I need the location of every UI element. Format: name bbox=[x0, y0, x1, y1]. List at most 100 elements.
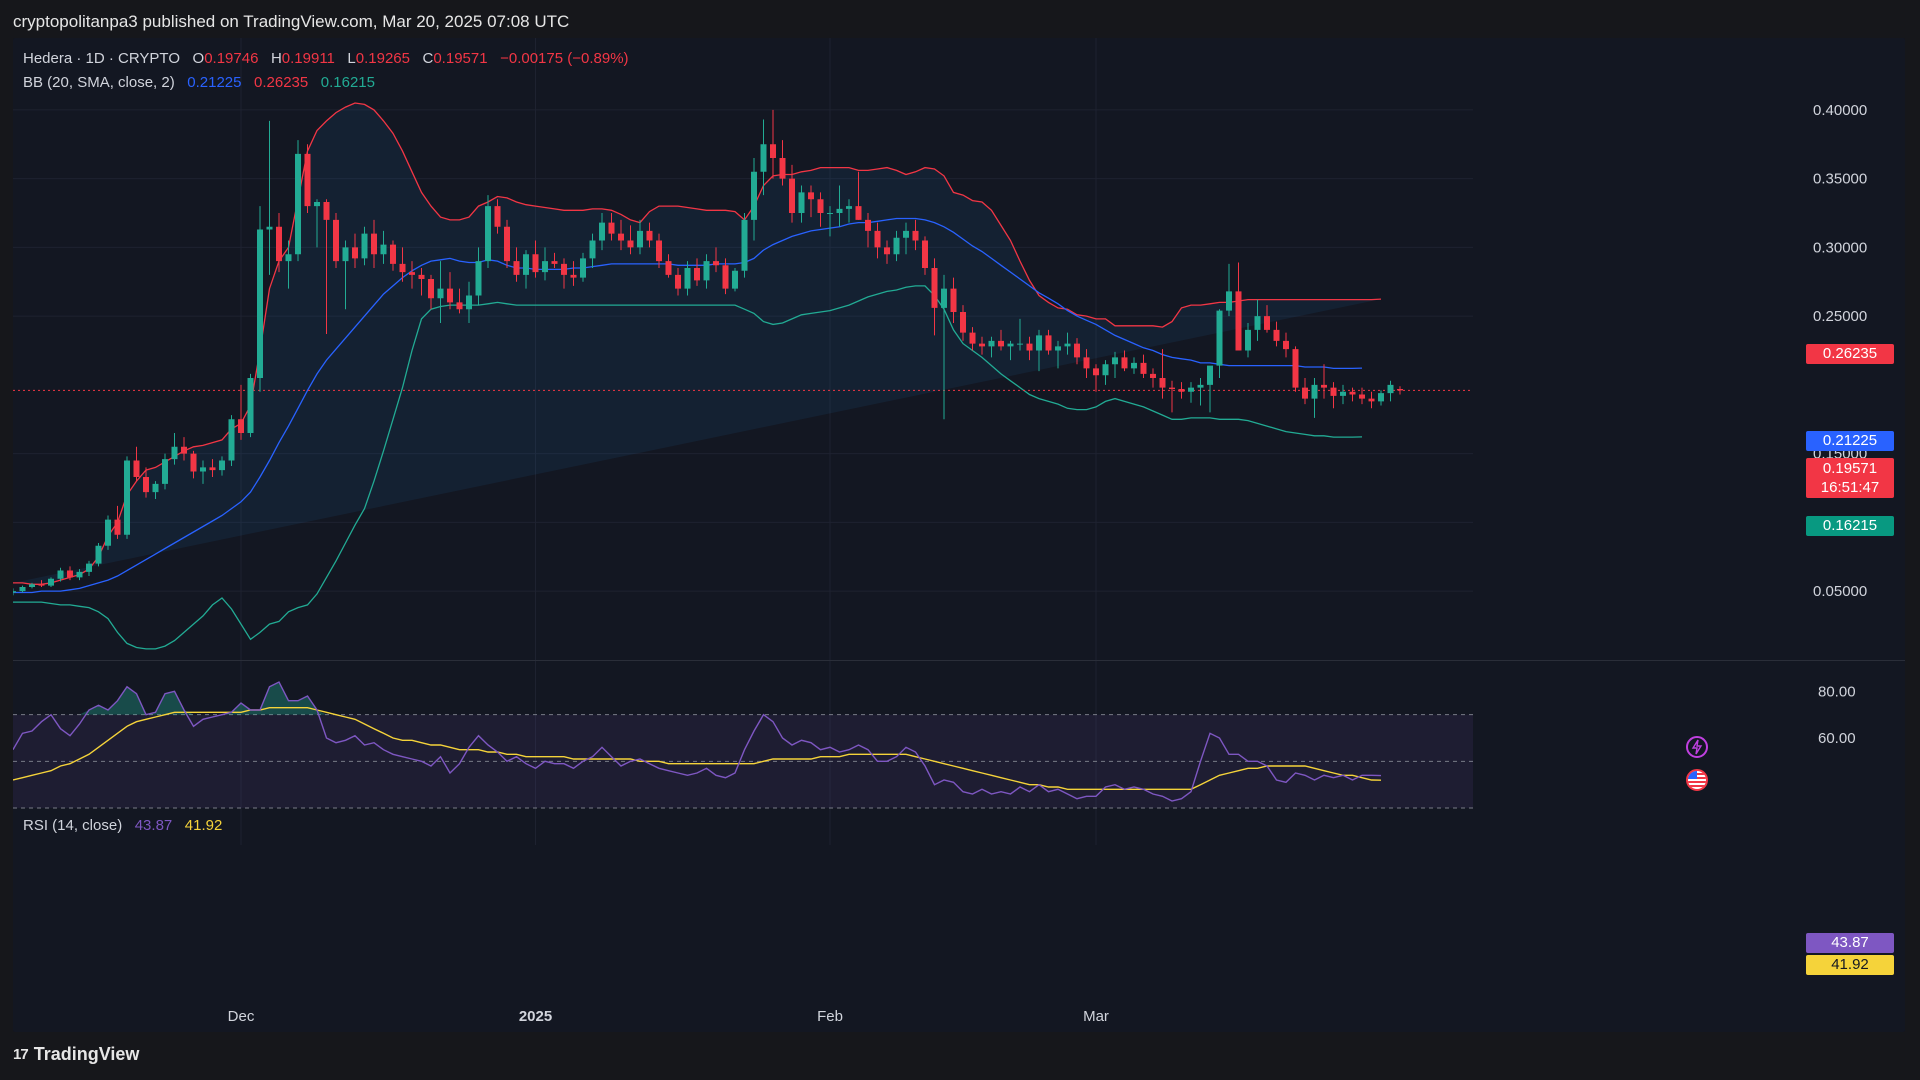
price-tick-label: 0.40000 bbox=[1813, 102, 1867, 119]
bb-legend[interactable]: BB (20, SMA, close, 2) 0.21225 0.26235 0… bbox=[23, 74, 375, 91]
high-label: H bbox=[270, 50, 282, 67]
candle-body bbox=[1064, 343, 1071, 347]
tradingview-logo-icon: 17 bbox=[13, 1046, 29, 1063]
candle-body bbox=[323, 202, 330, 220]
high-value: 0.19911 bbox=[281, 50, 335, 67]
gridlines bbox=[13, 38, 1905, 845]
candle bbox=[732, 268, 738, 292]
candle-body bbox=[29, 584, 35, 587]
rsi-overbought-fill bbox=[222, 682, 327, 715]
time-tick-label: Feb bbox=[817, 1008, 843, 1025]
candle-body bbox=[1321, 384, 1327, 388]
candle-body bbox=[390, 244, 396, 264]
candle-body bbox=[656, 240, 662, 262]
candle bbox=[846, 199, 852, 223]
candle-body bbox=[1302, 387, 1308, 399]
candle bbox=[874, 222, 881, 259]
price-tick-label: 0.30000 bbox=[1813, 239, 1867, 256]
candle bbox=[703, 254, 710, 289]
candle bbox=[656, 233, 662, 268]
candle-body bbox=[1197, 384, 1204, 388]
rsi-tick-label: 60.00 bbox=[1818, 730, 1856, 747]
candle bbox=[1368, 391, 1375, 409]
candle bbox=[209, 459, 216, 477]
candle-body bbox=[1017, 343, 1023, 345]
candle bbox=[1007, 340, 1014, 361]
candle-body bbox=[570, 274, 577, 278]
candle-body bbox=[808, 192, 814, 200]
candle bbox=[228, 415, 235, 466]
us-flag-icon[interactable] bbox=[1686, 769, 1708, 791]
candle bbox=[295, 140, 301, 262]
rsi-badge: 43.87 bbox=[1806, 933, 1894, 953]
candle bbox=[1235, 262, 1242, 351]
candle-body bbox=[779, 158, 786, 179]
candle-body bbox=[475, 261, 482, 296]
candle bbox=[304, 144, 311, 213]
rsi-line bbox=[13, 681, 1382, 802]
rsi-ma-badge: 41.92 bbox=[1806, 955, 1894, 975]
rsi-legend[interactable]: RSI (14, close) 43.87 41.92 bbox=[23, 817, 222, 834]
candle-body bbox=[608, 222, 615, 234]
candle bbox=[950, 277, 957, 323]
candle-body bbox=[846, 206, 852, 209]
candle-body bbox=[152, 483, 159, 493]
candle-body bbox=[817, 199, 824, 213]
candle-body bbox=[133, 460, 140, 477]
candle bbox=[779, 140, 786, 186]
bb-upper-value: 0.26235 bbox=[254, 74, 309, 91]
candle-body bbox=[1131, 362, 1137, 369]
candle bbox=[798, 185, 805, 223]
candle-body bbox=[1102, 364, 1109, 376]
bb-label: BB (20, SMA, close, 2) bbox=[23, 74, 175, 91]
chart-panel[interactable]: 0.400000.350000.300000.250000.150000.100… bbox=[13, 38, 1905, 1032]
candle-body bbox=[1387, 384, 1394, 394]
rsi-overbought-fill bbox=[79, 686, 146, 715]
candle bbox=[532, 240, 539, 278]
candle-body bbox=[494, 206, 501, 227]
candle-body bbox=[1188, 387, 1194, 392]
candle-body bbox=[789, 178, 795, 213]
candle-body bbox=[1159, 378, 1166, 388]
candle-body bbox=[456, 302, 463, 310]
bb-lower-badge: 0.16215 bbox=[1806, 516, 1894, 536]
candle bbox=[247, 373, 254, 438]
candle bbox=[1302, 378, 1308, 405]
candle-body bbox=[513, 261, 520, 275]
candle bbox=[475, 247, 482, 306]
candle bbox=[1169, 380, 1175, 413]
candle bbox=[1140, 354, 1147, 378]
candle bbox=[1150, 368, 1156, 388]
price-badge-value: 0.19571 bbox=[1822, 460, 1878, 477]
candle bbox=[409, 261, 415, 289]
candle-body bbox=[1112, 357, 1118, 365]
candle bbox=[333, 213, 339, 268]
candle bbox=[855, 171, 862, 220]
candle bbox=[551, 252, 558, 268]
symbol-label[interactable]: Hedera · 1D · CRYPTO bbox=[23, 50, 180, 67]
candle-body bbox=[627, 240, 634, 248]
candle bbox=[1207, 365, 1213, 413]
price-tick-label: 0.05000 bbox=[1813, 583, 1867, 600]
candle bbox=[665, 254, 672, 278]
candle bbox=[694, 258, 700, 286]
lightning-icon[interactable] bbox=[1686, 736, 1708, 758]
candle-body bbox=[1074, 343, 1080, 358]
candle-body bbox=[1169, 387, 1175, 389]
candle-body bbox=[95, 545, 102, 564]
candle bbox=[523, 250, 529, 289]
candle bbox=[1245, 323, 1251, 358]
candle bbox=[1178, 382, 1185, 399]
chart-svg[interactable]: 0.400000.350000.300000.250000.150000.100… bbox=[13, 38, 1905, 1032]
bb-basis-value: 0.21225 bbox=[187, 74, 242, 91]
candle bbox=[399, 247, 406, 282]
tradingview-brand[interactable]: 17 TradingView bbox=[13, 1044, 139, 1065]
candle bbox=[513, 247, 520, 282]
candle bbox=[1226, 263, 1232, 317]
candle-body bbox=[1036, 335, 1042, 351]
candle bbox=[1112, 351, 1118, 378]
candle-body bbox=[485, 206, 491, 262]
candle-body bbox=[732, 270, 738, 289]
candle bbox=[114, 505, 121, 539]
candle bbox=[257, 206, 263, 392]
